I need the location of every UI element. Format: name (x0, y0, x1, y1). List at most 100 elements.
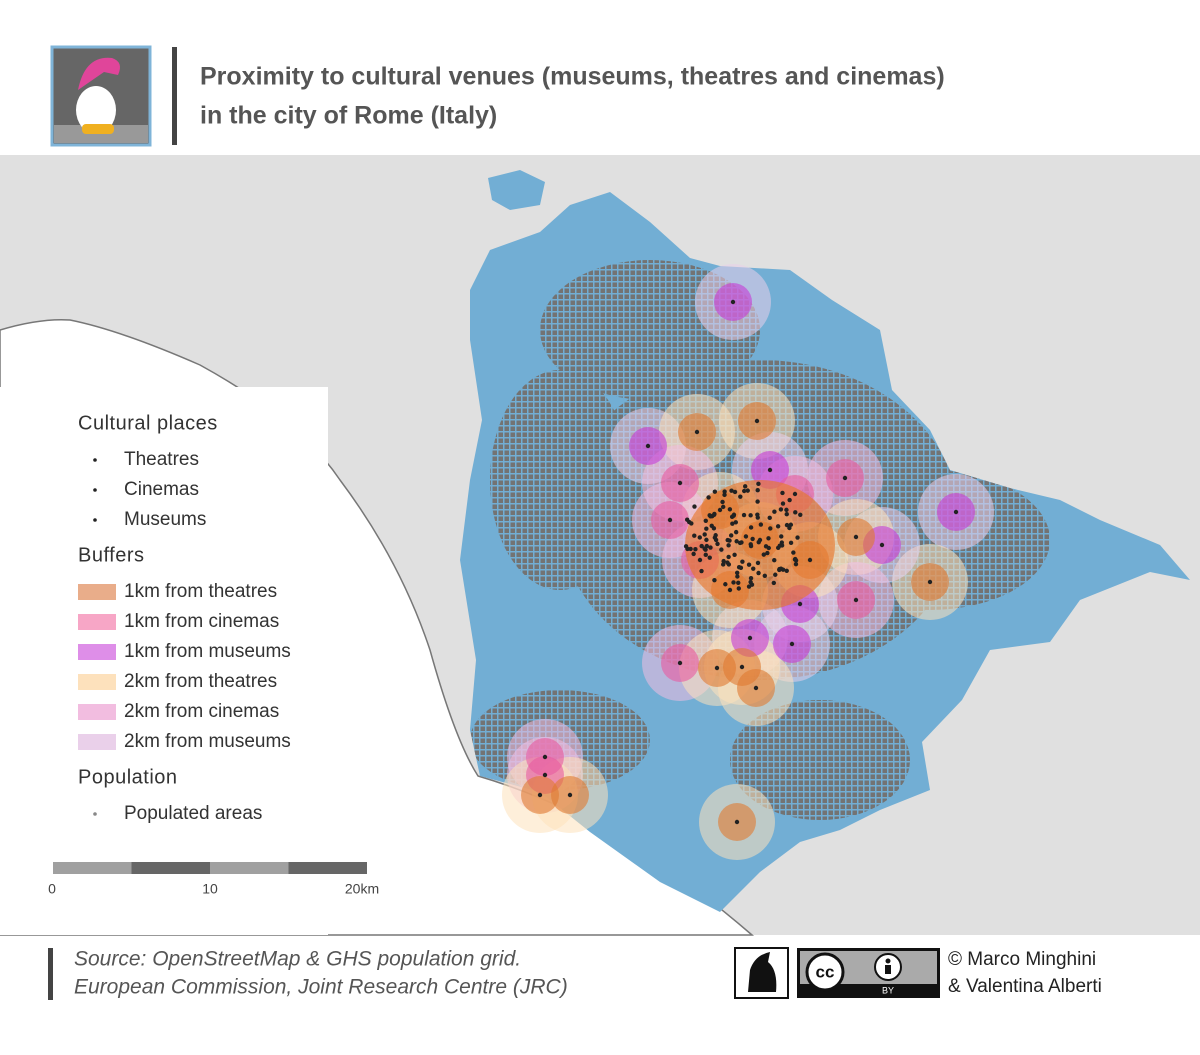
venue-dot (731, 512, 737, 517)
venue-dot (795, 535, 800, 540)
legend-bullet (93, 458, 97, 462)
venue-dot (721, 558, 726, 564)
legend-swatch (78, 614, 116, 630)
venue-dot (797, 601, 803, 607)
scale-segment (288, 862, 367, 874)
venue-dot (778, 507, 784, 512)
populated-area (490, 370, 630, 590)
gnome-beard (76, 86, 116, 134)
venue-dot (683, 544, 689, 549)
venue-dot (798, 512, 803, 517)
venue-dot (721, 562, 726, 567)
venue-dot (707, 513, 712, 518)
legend-label: Museums (124, 509, 206, 530)
venue-dot (712, 535, 718, 540)
legend-swatch (78, 644, 116, 660)
venue-dot (677, 480, 683, 486)
source-rule (48, 948, 53, 1000)
venue-dot (771, 580, 777, 586)
venue-dot (767, 467, 773, 473)
cc-mark: cc (816, 962, 835, 981)
venue-dot (711, 512, 717, 518)
venue-dot (738, 494, 743, 499)
venue-dot (756, 570, 761, 576)
legend-label: 1km from cinemas (124, 611, 279, 632)
venue-dot (694, 429, 700, 435)
venue-dot (731, 580, 736, 585)
venue-dot (740, 559, 745, 564)
venue-dot (784, 507, 789, 513)
venue-dot (743, 484, 748, 489)
venue-dot (792, 491, 798, 497)
venue-dot (645, 443, 651, 449)
venue-dot (734, 570, 740, 575)
venue-dot (879, 542, 885, 548)
venue-dot (767, 515, 772, 521)
venue-dot (777, 566, 782, 572)
venue-dot (772, 558, 777, 563)
venue-dot (702, 532, 707, 537)
venue-dot (765, 550, 770, 556)
venue-dot (784, 512, 789, 517)
title-rule (172, 47, 177, 145)
legend-swatch (78, 704, 116, 720)
credit-line: & Valentina Alberti (948, 976, 1102, 997)
by-icon-head (885, 958, 891, 964)
venue-dot (708, 545, 713, 550)
venue-dot (739, 664, 745, 670)
venue-dot (691, 551, 696, 557)
venue-dot (787, 497, 792, 503)
venue-dot (788, 522, 794, 527)
legend-section-title: Buffers (78, 544, 145, 566)
venue-dot (754, 418, 760, 424)
venue-dot (755, 499, 760, 504)
venue-dot (762, 573, 767, 579)
venue-dot (791, 550, 796, 555)
venue-dot (712, 489, 718, 494)
license-label: BY (882, 985, 894, 995)
venue-dot (734, 539, 739, 544)
venue-dot (725, 560, 730, 565)
venue-dot (780, 490, 785, 496)
venue-dot (714, 665, 720, 671)
venue-dot (741, 488, 747, 494)
venue-dot (748, 576, 754, 581)
venue-dot (772, 509, 777, 514)
venue-dot (743, 534, 749, 539)
venue-dot (712, 577, 717, 583)
venue-dot (699, 543, 704, 549)
venue-dot (773, 572, 778, 577)
buffers (502, 264, 994, 860)
venue-dot (688, 546, 693, 552)
venue-dot (747, 635, 753, 641)
venue-dot (715, 541, 720, 547)
gnome-hat (78, 57, 120, 90)
venue-dot (697, 535, 702, 540)
legend-swatch (78, 734, 116, 750)
venue-dot (842, 475, 848, 481)
venue-dot (766, 545, 771, 551)
venue-dot (706, 495, 711, 500)
scale-segment (210, 862, 289, 874)
legend-swatch (78, 674, 116, 690)
venue-dot (755, 512, 760, 517)
venue-dot (720, 499, 725, 505)
venue-dot (703, 552, 708, 558)
venue-dot (733, 520, 739, 525)
venue-dot (748, 525, 754, 530)
legend-label: 1km from theatres (124, 581, 277, 602)
venue-dot (748, 579, 753, 585)
venue-dot (761, 552, 766, 557)
by-icon-body (885, 965, 891, 974)
venue-dot (692, 504, 697, 509)
venue-dot (726, 543, 731, 548)
venue-dot (692, 533, 697, 538)
venue-dot (780, 501, 786, 506)
scale-label: 10 (202, 881, 218, 897)
venue-dot (807, 557, 813, 563)
venue-dot (784, 522, 790, 528)
venue-dot (730, 299, 736, 305)
venue-dot (729, 533, 734, 538)
